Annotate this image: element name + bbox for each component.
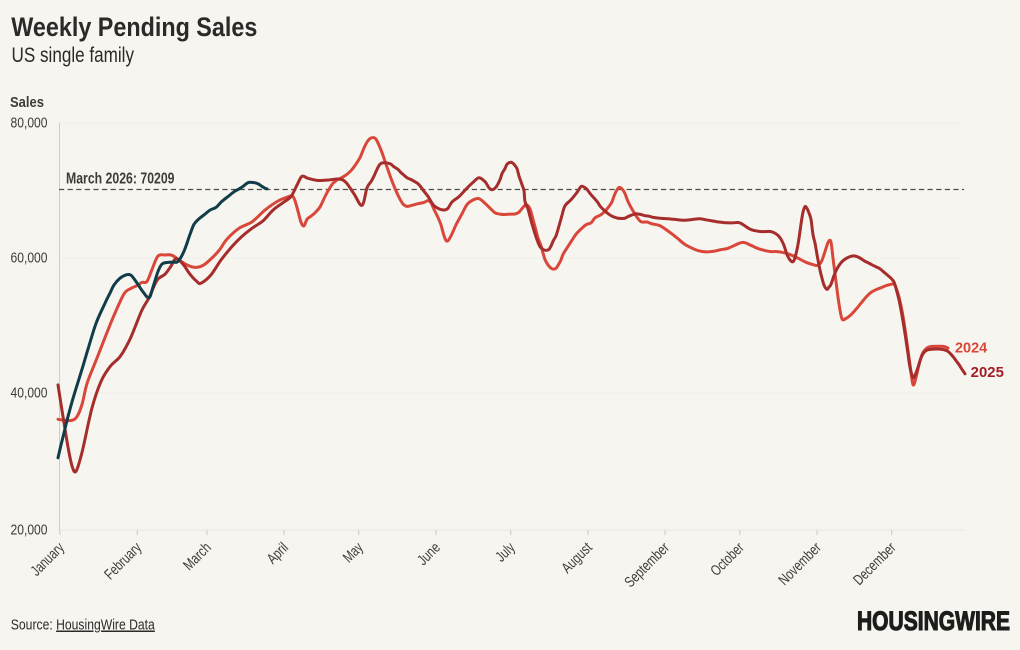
svg-text:November: November — [775, 539, 824, 588]
svg-text:Source: HousingWire Data: Source: HousingWire Data — [11, 617, 156, 634]
svg-text:March: March — [180, 539, 215, 574]
svg-text:February: February — [101, 539, 145, 583]
svg-text:October: October — [707, 539, 747, 579]
svg-text:March 2026: 70209: March 2026: 70209 — [66, 171, 175, 188]
svg-text:20,000: 20,000 — [11, 523, 48, 539]
svg-text:May: May — [340, 539, 367, 566]
svg-text:2024: 2024 — [955, 340, 987, 356]
svg-text:April: April — [264, 539, 292, 567]
svg-text:US single family: US single family — [12, 44, 135, 67]
svg-text:September: September — [621, 539, 673, 591]
svg-text:July: July — [492, 539, 518, 565]
svg-text:80,000: 80,000 — [11, 116, 48, 132]
svg-text:HOUSINGWIRE: HOUSINGWIRE — [857, 606, 1010, 636]
svg-text:Sales: Sales — [10, 95, 44, 111]
svg-text:August: August — [558, 539, 596, 577]
svg-text:Weekly Pending Sales: Weekly Pending Sales — [11, 12, 257, 42]
svg-text:40,000: 40,000 — [11, 386, 48, 402]
svg-text:June: June — [414, 539, 444, 569]
svg-text:2025: 2025 — [971, 365, 1004, 381]
svg-text:January: January — [28, 539, 69, 580]
svg-text:December: December — [850, 539, 899, 588]
svg-text:60,000: 60,000 — [11, 251, 48, 267]
